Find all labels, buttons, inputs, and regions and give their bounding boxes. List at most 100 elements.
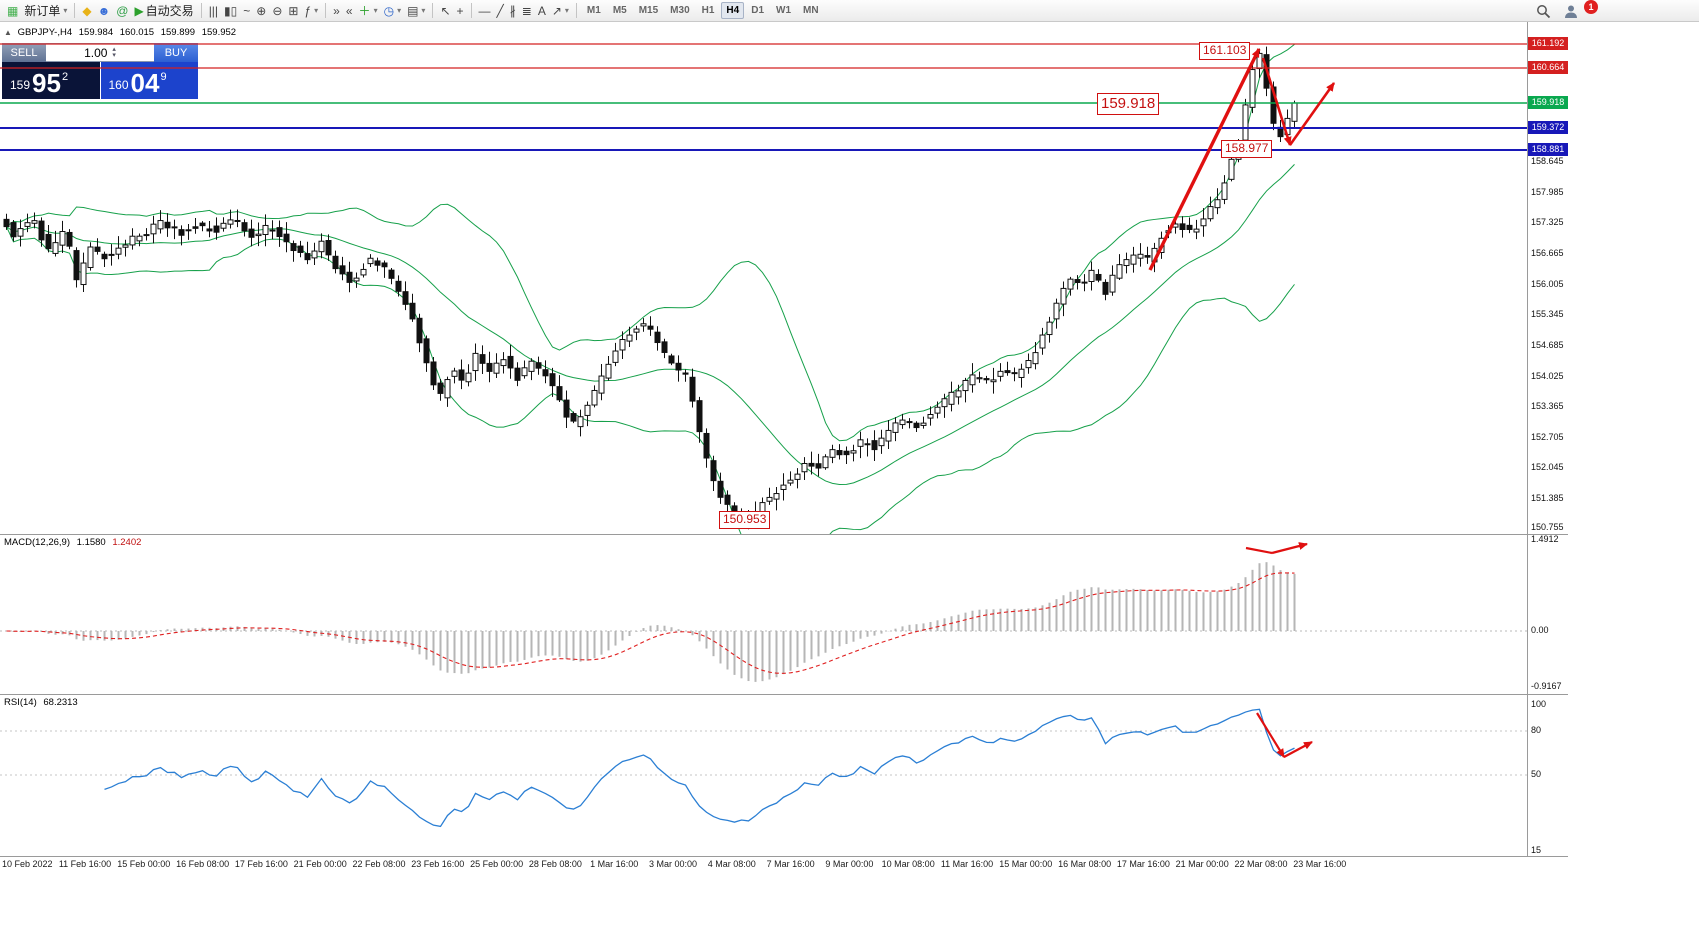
toolbar-separator xyxy=(74,3,76,18)
timeframe-m5[interactable]: M5 xyxy=(612,5,627,16)
line-chart-button[interactable]: ~ xyxy=(240,1,253,21)
tile-windows-button[interactable]: ⊞ xyxy=(285,1,301,21)
macd-signal-line xyxy=(6,572,1295,674)
timeframe-m1[interactable]: M1 xyxy=(586,5,601,16)
fibonacci-button[interactable]: ≣ xyxy=(519,1,535,21)
annotation-arrows[interactable] xyxy=(1148,48,1336,271)
price-tag[interactable]: 158.881 xyxy=(1528,143,1568,156)
new-order-button[interactable]: 新订单 ▾ xyxy=(21,1,70,21)
bar-chart-button[interactable]: ||| xyxy=(206,1,221,21)
rsi-svg[interactable] xyxy=(0,695,1527,856)
time-axis-label: 16 Mar 08:00 xyxy=(1058,859,1112,869)
price-tag[interactable]: 159.918 xyxy=(1528,96,1568,109)
price-tag[interactable]: 161.192 xyxy=(1528,37,1568,50)
auto-trading-button-label: 自动交易 xyxy=(145,4,194,18)
macd-rsi-separator[interactable] xyxy=(0,694,1568,695)
auto-scroll-button[interactable]: » xyxy=(330,1,343,21)
macd-axis-label: 0.00 xyxy=(1531,625,1549,635)
time-axis[interactable]: 10 Feb 2022 11 Feb 16:00 15 Feb 00:00 16 Fe… xyxy=(0,857,1568,873)
arrows-button[interactable]: ↗ ▾ xyxy=(549,1,572,21)
price-axis-separator xyxy=(1527,22,1528,856)
community-button[interactable]: ◆ xyxy=(79,1,94,21)
price-note-150953[interactable]: 150.953 xyxy=(719,511,771,529)
profile-button[interactable]: ☻ xyxy=(95,1,114,21)
price-axis-label: 155.345 xyxy=(1531,309,1564,319)
timeframe-h4[interactable]: H4 xyxy=(721,2,745,19)
price-note-158977[interactable]: 158.977 xyxy=(1221,140,1273,158)
ohlc-high: 160.015 xyxy=(119,27,155,38)
candlestick-chart-button-icon: ▮▯ xyxy=(224,3,238,18)
notification-badge[interactable]: 1 xyxy=(1584,0,1598,14)
timeframe-h1[interactable]: H1 xyxy=(701,5,715,16)
new-chart-button-dropdown-icon: ▾ xyxy=(373,6,378,15)
timeframe-mn[interactable]: MN xyxy=(803,5,819,16)
periods-button[interactable]: ◷ ▾ xyxy=(381,1,405,21)
macd-svg[interactable] xyxy=(0,535,1527,694)
price-axis-label: 156.665 xyxy=(1531,248,1564,258)
symbol-period-label: GBPJPY-,H4 xyxy=(17,27,73,38)
macd-histogram xyxy=(12,562,1296,682)
zoom-in-button-icon: ⊕ xyxy=(256,3,267,18)
indicators-button-dropdown-icon: ▾ xyxy=(314,6,319,15)
crosshair-button-icon: + xyxy=(456,3,464,18)
volume-up-button[interactable]: ▴ xyxy=(112,45,116,53)
zoom-out-button[interactable]: ⊖ xyxy=(269,1,285,21)
price-tag[interactable]: 159.372 xyxy=(1528,121,1568,134)
ohlc-open: 159.984 xyxy=(78,27,114,38)
chart-shift-button[interactable]: « xyxy=(343,1,356,21)
price-tag[interactable]: 160.664 xyxy=(1528,61,1568,74)
time-axis-label: 17 Feb 16:00 xyxy=(234,859,288,869)
timeframe-d1[interactable]: D1 xyxy=(751,5,765,16)
periods-button-icon: ◷ xyxy=(383,3,395,18)
price-note-159918[interactable]: 159.918 xyxy=(1097,93,1160,115)
fibonacci-button-icon: ≣ xyxy=(521,3,532,18)
timeframe-w1[interactable]: W1 xyxy=(776,5,792,16)
toolbar-separator xyxy=(200,3,202,18)
crosshair-button[interactable]: + xyxy=(454,1,467,21)
main-chart-svg[interactable] xyxy=(0,22,1527,534)
time-axis-label: 11 Feb 16:00 xyxy=(58,859,112,869)
tile-windows-button-icon: ⊞ xyxy=(288,3,299,18)
community-button-icon: ◆ xyxy=(82,3,92,18)
timeframe-m30[interactable]: M30 xyxy=(670,5,690,16)
text-label-button[interactable]: A xyxy=(535,1,549,21)
time-axis-label: 23 Mar 16:00 xyxy=(1293,859,1347,869)
arrows-button-icon: ↗ xyxy=(551,3,562,18)
toolbar-separator xyxy=(432,3,434,18)
new-chart-button[interactable]: ＋ ▾ xyxy=(356,1,381,21)
main-macd-separator[interactable] xyxy=(0,534,1568,535)
cursor-button[interactable]: ↖ xyxy=(437,1,453,21)
price-axis[interactable]: 158.645 157.985 157.325 156.665 156.005 155.3… xyxy=(1528,0,1568,944)
volume-spinner: ▴ ▾ xyxy=(112,45,116,59)
price-axis-label: 158.645 xyxy=(1531,156,1564,166)
auto-trading-button[interactable]: ▶ 自动交易 xyxy=(131,1,196,21)
volume-down-button[interactable]: ▾ xyxy=(112,51,116,59)
arrows-button-dropdown-icon: ▾ xyxy=(564,6,569,15)
indicators-button[interactable]: ƒ ▾ xyxy=(301,1,321,21)
indicators-button-icon: ƒ xyxy=(304,3,312,18)
candlestick-chart-button[interactable]: ▮▯ xyxy=(221,1,240,21)
annotation-arrows[interactable] xyxy=(1245,542,1308,555)
price-note-161103[interactable]: 161.103 xyxy=(1199,42,1251,60)
timeframe-m15[interactable]: M15 xyxy=(638,5,659,16)
horizontal-level-lines[interactable] xyxy=(0,43,1527,151)
mql5-button[interactable]: @ xyxy=(113,1,131,21)
buy-button[interactable]: BUY xyxy=(154,43,198,62)
sell-button[interactable]: SELL xyxy=(2,43,46,62)
new-order-chart[interactable]: ▦ xyxy=(4,1,21,21)
mql5-button-icon: @ xyxy=(116,3,129,18)
rsi-line xyxy=(104,708,1295,828)
macd-axis-label: -0.9167 xyxy=(1531,681,1562,691)
annotation-arrows[interactable] xyxy=(1256,712,1313,758)
equidistant-channel-button[interactable]: ∦ xyxy=(507,1,519,21)
new-order-chart-icon: ▦ xyxy=(7,3,19,18)
one-click-collapse-arrow[interactable]: ▲ xyxy=(4,28,12,37)
trendline-button[interactable]: ╱ xyxy=(494,1,507,21)
templates-button[interactable]: ▤ ▾ xyxy=(404,1,428,21)
notifications-person-icon[interactable] xyxy=(1563,4,1579,19)
zoom-in-button[interactable]: ⊕ xyxy=(253,1,269,21)
equidistant-channel-button-icon: ∦ xyxy=(509,3,516,18)
horizontal-line-button[interactable]: — xyxy=(476,1,494,21)
price-axis-label: 154.025 xyxy=(1531,371,1564,381)
search-icon[interactable] xyxy=(1536,4,1551,19)
